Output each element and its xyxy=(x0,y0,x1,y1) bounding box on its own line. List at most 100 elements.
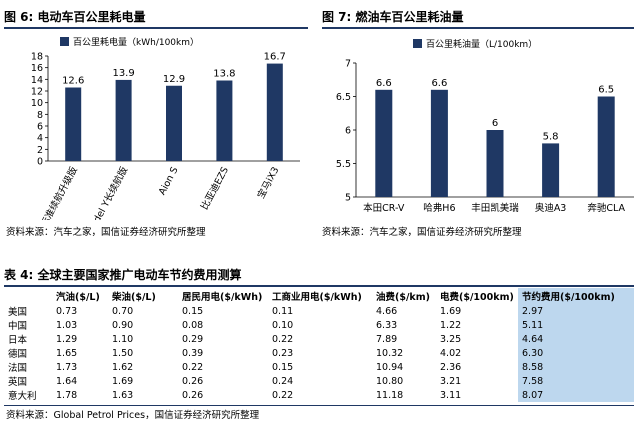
c7-data-label: 6.5 xyxy=(598,85,614,96)
c7-data-label: 6.6 xyxy=(376,78,392,89)
table-cell: 6.30 xyxy=(518,346,634,360)
c7-data-label: 5.8 xyxy=(543,131,559,142)
c7-category-label: 哈弗H6 xyxy=(423,202,455,214)
c6-data-label: 12.6 xyxy=(62,76,84,87)
table-cell: 0.08 xyxy=(182,319,204,331)
fig7-title-rule xyxy=(322,27,634,29)
fig6-source: 资料来源：汽车之家，国信证券经济研究所整理 xyxy=(6,227,206,238)
table-cell-country: 中国 xyxy=(8,321,28,332)
header-country xyxy=(4,288,52,304)
table-cell: 3.25 xyxy=(440,333,462,345)
c6-ytick-label: 4 xyxy=(37,133,43,144)
c6-data-label: 13.9 xyxy=(112,68,134,79)
c6-ytick-label: 10 xyxy=(31,98,43,109)
c7-ytick-label: 6 xyxy=(345,126,351,137)
header-gasoline: 汽油($/L) xyxy=(56,292,100,303)
table-header-row: 汽油($/L) 柴油($/L) 居民用电($/kWh) 工商业用电($/kWh)… xyxy=(4,288,634,304)
c6-data-label: 13.8 xyxy=(213,69,235,80)
header-electricity-cost: 电费($/100km) xyxy=(440,292,514,303)
table-cell: 0.26 xyxy=(182,389,204,401)
table-cell: 10.94 xyxy=(376,361,404,373)
c7-data-label: 6.6 xyxy=(431,78,447,89)
fig6-legend: 百公里耗电量（kWh/100km） xyxy=(60,36,199,48)
table4-bottom-rule xyxy=(4,405,634,406)
header-fuel-cost: 油费($/km) xyxy=(376,292,430,303)
table-cell: 0.29 xyxy=(182,333,204,345)
c7-category-label: 丰田凯美瑞 xyxy=(471,202,519,214)
c6-bar xyxy=(266,63,283,162)
table-cell: 3.11 xyxy=(440,389,462,401)
table-cell: 8.58 xyxy=(518,360,634,374)
fig7-chart: 百公里耗油量（L/100km） 55.566.57 6.6 6.665.86.5 … xyxy=(336,38,634,214)
table-cell: 0.24 xyxy=(272,375,294,387)
c6-ytick-label: 16 xyxy=(31,63,43,74)
c7-data-label: 6 xyxy=(492,118,498,129)
table-cell: 0.23 xyxy=(272,347,294,359)
table-cell: 1.03 xyxy=(56,319,78,331)
table-cell: 0.90 xyxy=(112,319,134,331)
savings-table: 汽油($/L) 柴油($/L) 居民用电($/kWh) 工商业用电($/kWh)… xyxy=(4,288,634,402)
c6-category-label: 宝马iX3 xyxy=(255,165,282,201)
c6-ytick-label: 0 xyxy=(37,157,43,168)
fig7-legend-swatch xyxy=(413,39,422,48)
table4-title-rule xyxy=(4,285,634,287)
table-cell: 7.58 xyxy=(518,374,634,388)
table-row: 中国 1.03 0.90 0.08 0.10 6.33 1.22 5.11 xyxy=(4,318,634,332)
c7-category-label: 奔驰CLA xyxy=(587,202,625,214)
table-row: 美国 0.73 0.70 0.15 0.11 4.66 1.69 2.97 xyxy=(4,304,634,318)
table-row: 英国 1.64 1.69 0.26 0.24 10.80 3.21 7.58 xyxy=(4,374,634,388)
table-cell-country: 日本 xyxy=(8,335,28,346)
table-cell: 4.64 xyxy=(518,332,634,346)
table-cell: 1.64 xyxy=(56,375,78,387)
table-cell: 1.22 xyxy=(440,319,462,331)
c6-ytick-label: 12 xyxy=(31,87,43,98)
table-cell: 0.10 xyxy=(272,319,294,331)
table-cell: 1.50 xyxy=(112,347,134,359)
table-cell: 8.07 xyxy=(518,388,634,402)
table-cell: 1.29 xyxy=(56,333,78,345)
c7-ytick-label: 5.5 xyxy=(336,159,351,170)
c7-category-label: 奥迪A3 xyxy=(535,202,567,214)
table-cell: 1.69 xyxy=(440,305,462,317)
c6-ytick-label: 2 xyxy=(37,145,43,156)
c7-category-label: 本田CR-V xyxy=(363,202,405,214)
header-commercial-power: 工商业用电($/kWh) xyxy=(272,292,362,303)
c6-ytick-label: 18 xyxy=(31,52,43,63)
table-row: 意大利 1.78 1.63 0.26 0.22 11.18 3.11 8.07 xyxy=(4,388,634,402)
fig6-legend-swatch xyxy=(60,37,69,46)
table-cell: 0.22 xyxy=(182,361,204,373)
fig6-title-rule xyxy=(4,27,308,29)
fig6-title: 图 6: 电动车百公里耗电量 xyxy=(4,10,146,24)
table-cell: 2.36 xyxy=(440,361,462,373)
c6-bar xyxy=(65,87,82,161)
table-cell: 0.15 xyxy=(272,361,294,373)
c6-category-label: Model Y长续航版 xyxy=(84,164,130,220)
table-cell-country: 德国 xyxy=(8,349,28,360)
table-cell: 5.11 xyxy=(518,318,634,332)
table-cell-country: 美国 xyxy=(8,307,28,318)
table-cell: 2.97 xyxy=(518,304,634,318)
table-cell: 0.22 xyxy=(272,333,294,345)
table-cell: 1.62 xyxy=(112,361,134,373)
c7-bar xyxy=(597,96,615,197)
table-cell-country: 法国 xyxy=(8,363,28,374)
header-residential-power: 居民用电($/kWh) xyxy=(182,292,263,303)
c6-data-label: 12.9 xyxy=(163,74,185,85)
c6-ytick-label: 6 xyxy=(37,122,43,133)
c6-ytick-label: 14 xyxy=(31,75,43,86)
c6-bar xyxy=(115,79,132,161)
fig6-legend-label: 百公里耗电量（kWh/100km） xyxy=(73,36,199,48)
c6-category-label: 比亚迪EZS xyxy=(198,165,231,212)
header-savings: 节约费用($/100km) xyxy=(518,288,634,304)
c6-category-label: Aion S xyxy=(157,165,181,197)
table-row: 德国 1.65 1.50 0.39 0.23 10.32 4.02 6.30 xyxy=(4,346,634,360)
c7-bar xyxy=(430,89,448,197)
table-cell: 0.39 xyxy=(182,347,204,359)
c6-bar xyxy=(216,80,233,161)
table4-title: 表 4: 全球主要国家推广电动车节约费用测算 xyxy=(4,268,242,282)
table-cell: 7.89 xyxy=(376,333,398,345)
fig7-source: 资料来源：汽车之家，国信证券经济研究所整理 xyxy=(322,227,522,238)
table-cell: 1.69 xyxy=(112,375,134,387)
table-cell: 1.73 xyxy=(56,361,78,373)
table-cell: 4.66 xyxy=(376,305,398,317)
